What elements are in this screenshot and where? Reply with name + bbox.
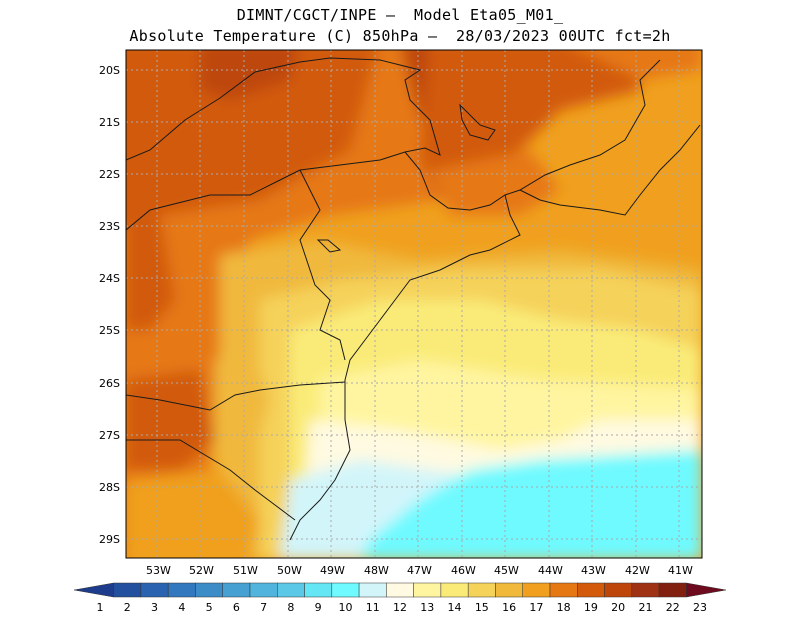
- colorbar-label: 19: [584, 601, 598, 614]
- lon-label: 45W: [494, 564, 519, 577]
- colorbar-label: 7: [260, 601, 267, 614]
- colorbar-label: 4: [178, 601, 185, 614]
- colorbar-swatch: [222, 582, 251, 598]
- colorbar-label: 20: [611, 601, 625, 614]
- colorbar-swatch: [249, 582, 278, 598]
- colorbar-swatch: [467, 582, 496, 598]
- colorbar-label: 11: [366, 601, 380, 614]
- colorbar-swatch: [658, 582, 687, 598]
- lon-label: 42W: [625, 564, 650, 577]
- colorbar-swatch: [331, 582, 360, 598]
- temperature-field: [126, 50, 702, 558]
- colorbar-swatch: [140, 582, 169, 598]
- chart-title-line1: DIMNT/CGCT/INPE – Model Eta05_M01_: [236, 6, 564, 24]
- colorbar-label: 1: [97, 601, 104, 614]
- lon-label: 49W: [320, 564, 345, 577]
- lon-label: 41W: [668, 564, 693, 577]
- lon-label: 50W: [277, 564, 302, 577]
- graticule: [126, 50, 702, 558]
- colorbar-swatch: [522, 582, 551, 598]
- latitude-labels: 20S 21S 22S 23S 24S 25S 26S 27S 28S 29S: [99, 64, 120, 546]
- lat-label: 28S: [99, 481, 120, 494]
- lat-label: 21S: [99, 116, 120, 129]
- colorbar-label: 18: [557, 601, 571, 614]
- colorbar-swatch: [686, 582, 727, 598]
- lon-label: 44W: [538, 564, 563, 577]
- lon-label: 43W: [581, 564, 606, 577]
- lat-label: 22S: [99, 168, 120, 181]
- longitude-labels: 53W 52W 51W 50W 49W 48W 47W 46W 45W 44W …: [146, 564, 693, 577]
- colorbar-label: 12: [393, 601, 407, 614]
- colorbar-swatch: [604, 582, 633, 598]
- lat-label: 26S: [99, 377, 120, 390]
- chart-title-line2: Absolute Temperature (C) 850hPa – 28/03/…: [129, 27, 671, 45]
- lat-label: 25S: [99, 324, 120, 337]
- colorbar-label: 13: [420, 601, 434, 614]
- colorbar-swatch: [549, 582, 578, 598]
- colorbar-label: 8: [287, 601, 294, 614]
- colorbar-label: 15: [475, 601, 489, 614]
- colorbar-label: 9: [315, 601, 322, 614]
- colorbar-label: 22: [666, 601, 680, 614]
- colorbar: 1 2 3 4 5 6 7 8 9 10 11 12 13 14 15 16 17 18 19 20 21 22 23: [73, 582, 727, 614]
- colorbar-swatch: [73, 582, 114, 598]
- political-boundaries: [126, 57, 701, 541]
- colorbar-swatch: [167, 582, 196, 598]
- colorbar-label: 6: [233, 601, 240, 614]
- colorbar-swatch: [113, 582, 142, 598]
- colorbar-swatch: [495, 582, 523, 598]
- map-frame: [125, 49, 703, 559]
- colorbar-label: 14: [448, 601, 462, 614]
- colorbar-swatch: [304, 582, 333, 598]
- colorbar-label: 16: [502, 601, 516, 614]
- colorbar-swatch: [413, 582, 442, 598]
- lat-label: 20S: [99, 64, 120, 77]
- lon-label: 46W: [451, 564, 476, 577]
- lon-label: 52W: [189, 564, 214, 577]
- colorbar-swatch: [440, 582, 469, 598]
- colorbar-swatch: [358, 582, 387, 598]
- lon-label: 47W: [407, 564, 432, 577]
- lat-label: 23S: [99, 220, 120, 233]
- colorbar-swatch: [577, 582, 605, 598]
- colorbar-label: 2: [124, 601, 131, 614]
- colorbar-label: 3: [151, 601, 158, 614]
- colorbar-swatch: [277, 582, 305, 598]
- lon-label: 53W: [146, 564, 171, 577]
- colorbar-swatch: [386, 582, 414, 598]
- lon-label: 48W: [364, 564, 389, 577]
- colorbar-swatch: [631, 582, 660, 598]
- colorbar-label: 23: [693, 601, 707, 614]
- lat-label: 29S: [99, 533, 120, 546]
- colorbar-label: 5: [206, 601, 213, 614]
- lat-label: 24S: [99, 272, 120, 285]
- colorbar-label: 17: [529, 601, 543, 614]
- lat-label: 27S: [99, 429, 120, 442]
- lon-label: 51W: [233, 564, 258, 577]
- colorbar-label: 10: [338, 601, 352, 614]
- colorbar-swatch: [195, 582, 223, 598]
- colorbar-label: 21: [638, 601, 652, 614]
